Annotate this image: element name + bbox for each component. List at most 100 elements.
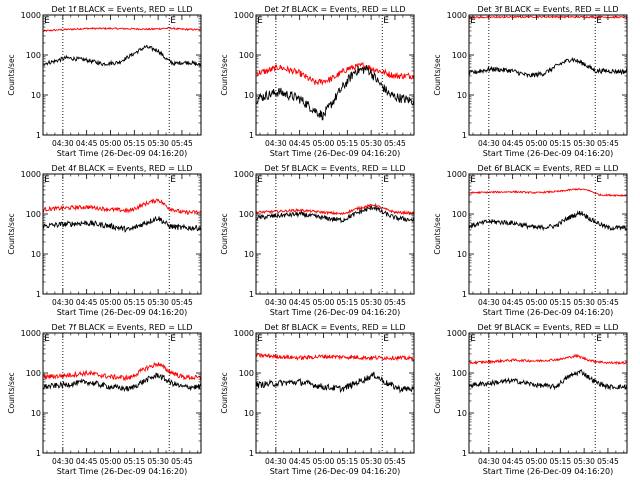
x-tick-label: 05:00 <box>526 139 548 148</box>
y-tick-label: 100 <box>26 210 41 219</box>
lld-series-line <box>42 361 202 382</box>
x-tick-label: 05:15 <box>123 457 145 466</box>
x-tick-label: 05:15 <box>336 457 358 466</box>
x-tick-label: 05:00 <box>526 457 548 466</box>
events-series-line <box>468 369 628 391</box>
flag-label: E <box>257 334 263 344</box>
flag-label: E <box>470 334 476 344</box>
events-series-line <box>42 44 202 67</box>
x-axis-label: Start Time (26-Dec-09 04:16:20) <box>57 308 188 317</box>
lld-series-line <box>255 202 415 216</box>
x-axis-label: Start Time (26-Dec-09 04:16:20) <box>270 149 401 158</box>
x-tick-label: 05:30 <box>147 457 169 466</box>
y-tick-label: 1 <box>36 449 41 458</box>
events-series-line <box>255 65 415 121</box>
panel-title: Det 8f BLACK = Events, RED = LLD <box>264 323 405 332</box>
y-tick-label: 1000 <box>447 11 467 20</box>
flag-label: E <box>470 175 476 185</box>
y-tick-label: 1000 <box>21 170 41 179</box>
flag-label: E <box>44 175 50 185</box>
events-series-line <box>42 372 202 392</box>
plot-frame <box>468 14 628 136</box>
flag-label: E <box>170 334 176 344</box>
panel-title: Det 5f BLACK = Events, RED = LLD <box>264 164 405 173</box>
x-axis-label: Start Time (26-Dec-09 04:16:20) <box>483 308 614 317</box>
flag-label: E <box>383 334 389 344</box>
y-tick-label: 10 <box>457 91 467 100</box>
x-tick-label: 05:15 <box>123 298 145 307</box>
y-tick-label: 10 <box>244 250 254 259</box>
lld-series-line <box>42 198 202 216</box>
lld-series-line <box>255 352 415 362</box>
y-tick-label: 10 <box>31 91 41 100</box>
x-tick-label: 04:45 <box>289 139 311 148</box>
x-tick-label: 04:45 <box>76 298 98 307</box>
flag-label: E <box>596 16 602 26</box>
flag-label: E <box>44 334 50 344</box>
x-tick-label: 05:30 <box>573 457 595 466</box>
x-tick-label: 05:00 <box>313 298 335 307</box>
y-tick-label: 100 <box>239 51 254 60</box>
x-tick-label: 04:45 <box>502 298 524 307</box>
plot-frame <box>468 332 628 454</box>
panel-title: Det 7f BLACK = Events, RED = LLD <box>51 323 192 332</box>
y-tick-label: 1 <box>462 290 467 299</box>
y-axis-label: Counts/sec <box>433 54 442 95</box>
x-tick-label: 04:30 <box>265 298 287 307</box>
flag-label: E <box>596 175 602 185</box>
y-axis-label: Counts/sec <box>7 213 16 254</box>
x-axis-label: Start Time (26-Dec-09 04:16:20) <box>483 149 614 158</box>
y-axis-label: Counts/sec <box>7 372 16 413</box>
y-axis-label: Counts/sec <box>220 54 229 95</box>
x-tick-label: 04:30 <box>265 457 287 466</box>
x-tick-label: 04:30 <box>52 457 74 466</box>
flag-label: E <box>257 16 263 26</box>
y-tick-label: 1000 <box>234 170 254 179</box>
x-tick-label: 04:45 <box>502 457 524 466</box>
y-tick-label: 10 <box>244 91 254 100</box>
y-tick-label: 1 <box>36 290 41 299</box>
events-series-line <box>255 205 415 224</box>
y-tick-label: 100 <box>26 369 41 378</box>
y-tick-label: 10 <box>244 409 254 418</box>
y-tick-label: 100 <box>452 210 467 219</box>
flag-label: E <box>44 16 50 26</box>
y-tick-label: 1 <box>462 131 467 140</box>
x-tick-label: 04:30 <box>478 298 500 307</box>
events-series-line <box>42 215 202 233</box>
plot-frame <box>255 173 415 295</box>
x-tick-label: 05:45 <box>384 457 406 466</box>
x-tick-label: 05:15 <box>549 298 571 307</box>
flag-label: E <box>170 16 176 26</box>
x-tick-label: 05:30 <box>360 457 382 466</box>
plot-frame <box>468 173 628 295</box>
y-axis-label: Counts/sec <box>433 372 442 413</box>
y-tick-label: 10 <box>31 250 41 259</box>
y-axis-label: Counts/sec <box>7 54 16 95</box>
panel-title: Det 3f BLACK = Events, RED = LLD <box>477 5 618 14</box>
x-tick-label: 05:00 <box>100 298 122 307</box>
x-tick-label: 05:15 <box>549 139 571 148</box>
x-tick-label: 05:00 <box>526 298 548 307</box>
x-tick-label: 05:00 <box>313 457 335 466</box>
y-tick-label: 1 <box>249 290 254 299</box>
plot-frame <box>255 14 415 136</box>
x-tick-label: 04:30 <box>52 298 74 307</box>
y-axis-label: Counts/sec <box>433 213 442 254</box>
panel-title: Det 1f BLACK = Events, RED = LLD <box>51 5 192 14</box>
x-tick-label: 05:00 <box>100 139 122 148</box>
x-tick-label: 05:30 <box>573 298 595 307</box>
events-series-line <box>255 371 415 394</box>
plot-frame <box>255 332 415 454</box>
x-tick-label: 05:30 <box>360 139 382 148</box>
lld-series-line <box>468 187 628 198</box>
x-tick-label: 05:30 <box>147 298 169 307</box>
